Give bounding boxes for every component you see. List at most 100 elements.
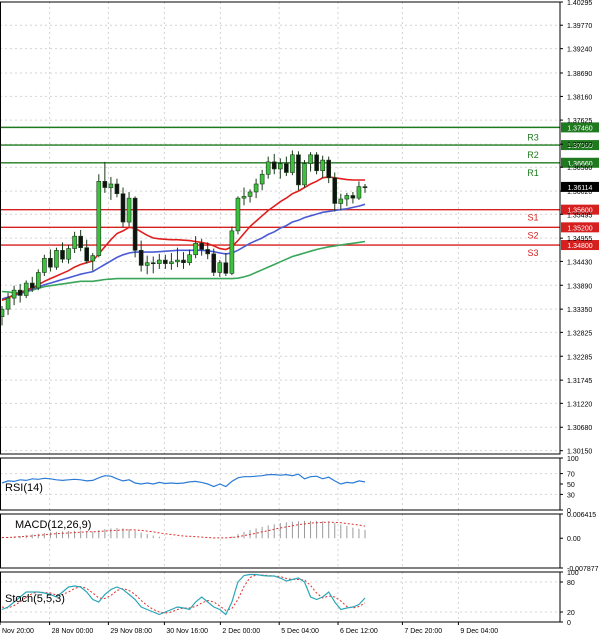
candle-bearish [350,195,356,199]
candle-bearish [48,257,53,268]
level-label-s3: S3 [527,248,538,258]
rsi-line [1,473,366,488]
macd-y-tick-label: -0.007877 [567,566,599,573]
candle-bearish [150,262,156,265]
candle-bullish [193,242,198,256]
candle-bearish [60,250,65,260]
candle-bearish [332,177,338,204]
candle-bullish [90,255,96,262]
candle-bullish [5,297,11,310]
x-tick-label: 5 Dec 04:00 [281,628,319,635]
y-tick-label: 1.31745 [567,378,592,385]
candle-bullish [54,250,59,268]
candlesticks [0,150,368,326]
macd-title: MACD(12,26,9) [15,519,91,531]
candle-bullish [144,262,150,266]
y-tick-label: 1.37080 [567,142,592,149]
stoch-y-tick-label: 20 [567,610,575,617]
level-label-r2: R2 [527,150,539,160]
candle-bullish [241,196,247,199]
level-label-r1: R1 [527,168,539,178]
candle-bearish [102,181,108,188]
candle-bullish [277,163,283,170]
y-tick-label: 1.38690 [567,71,592,78]
ma-blue-line [1,203,366,300]
candle-bearish [223,262,229,274]
candle-bullish [344,195,350,200]
y-tick-label: 1.34955 [567,236,592,243]
candle-bullish [308,154,313,164]
candle-bearish [284,163,289,173]
y-tick-label: 1.31220 [567,401,592,408]
ma-green-line [1,240,366,294]
x-tick-label: Nov 20:00 [2,628,34,635]
y-tick-label: 1.39240 [567,47,592,54]
candle-bullish [265,161,271,175]
level-price-label: 1.37460 [567,125,592,132]
level-price-label: 1.37060 [567,143,592,150]
panel-frame [0,513,561,569]
candle-bearish [296,154,301,186]
panel-frame [0,457,561,511]
x-tick-label: 6 Dec 12:00 [340,628,378,635]
candle-bullish [175,259,180,263]
candle-bearish [314,154,319,172]
stoch-y-tick-label: 100 [567,570,579,577]
candle-bullish [235,197,241,232]
level-price-label: 1.34800 [567,243,592,250]
candle-bullish [320,159,325,172]
x-tick-label: 9 Dec 04:00 [460,628,498,635]
candle-bearish [138,250,144,266]
x-tick-label: 29 Nov 08:00 [110,628,152,635]
y-tick-label: 1.36020 [567,189,592,196]
level-price-tag [561,222,599,233]
candle-bullish [338,198,344,204]
panel-frame [0,1,561,455]
y-tick-label: 1.38160 [567,94,592,101]
rsi-title: RSI(14) [5,482,43,494]
indicator-panels: 100 70 50 30 0 RSI(14) 0.006415 0.00 -0.007877 MA… [0,456,599,627]
rsi-y-tick-label: 50 [567,482,575,489]
candle-bearish [29,282,35,289]
y-tick-label: 1.32825 [567,330,592,337]
price-axis: 1.40295 1.39770 1.39240 1.38690 1.38160 1.376… [560,0,599,456]
y-tick-label: 1.30150 [567,449,592,456]
y-tick-label: 1.40295 [567,0,592,7]
y-tick-label: 1.33890 [567,283,592,290]
candle-bearish [205,249,210,255]
panel-frames [0,1,561,623]
y-tick-label: 1.35495 [567,212,592,219]
candle-bearish [211,253,217,273]
y-tick-label: 1.32285 [567,354,592,361]
candle-bullish [11,289,17,299]
y-tick-label: 1.30680 [567,425,592,432]
stoch-y-tick-label: 0 [567,620,571,627]
y-tick-label: 1.34430 [567,259,592,266]
level-price-tag [561,157,599,168]
rsi-y-tick-label: 30 [567,492,575,499]
candle-bullish [259,173,265,185]
rsi-y-tick-label: 100 [567,456,579,463]
y-tick-label: 1.37625 [567,118,592,125]
candle-bullish [229,230,235,274]
candle-bullish [157,259,162,264]
level-price-tag [561,140,599,151]
candle-bullish [217,262,223,273]
y-tick-label: 1.39770 [567,23,592,30]
stoch-y-tick-label: 80 [567,580,575,587]
candle-bearish [163,259,168,264]
candle-bearish [362,186,368,188]
level-price-label: 1.35200 [567,225,592,232]
x-tick-label: 7 Dec 20:00 [404,628,442,635]
panel-frame [0,571,561,623]
candle-bullish [169,261,174,264]
x-tick-label: 28 Nov 00:00 [52,628,94,635]
candle-bearish [84,247,89,262]
candle-bullish [35,272,41,289]
rsi-y-tick-label: 0 [567,508,571,515]
rsi-y-tick-label: 70 [567,472,575,479]
y-tick-label: 1.33350 [567,307,592,314]
candle-bearish [271,161,277,170]
